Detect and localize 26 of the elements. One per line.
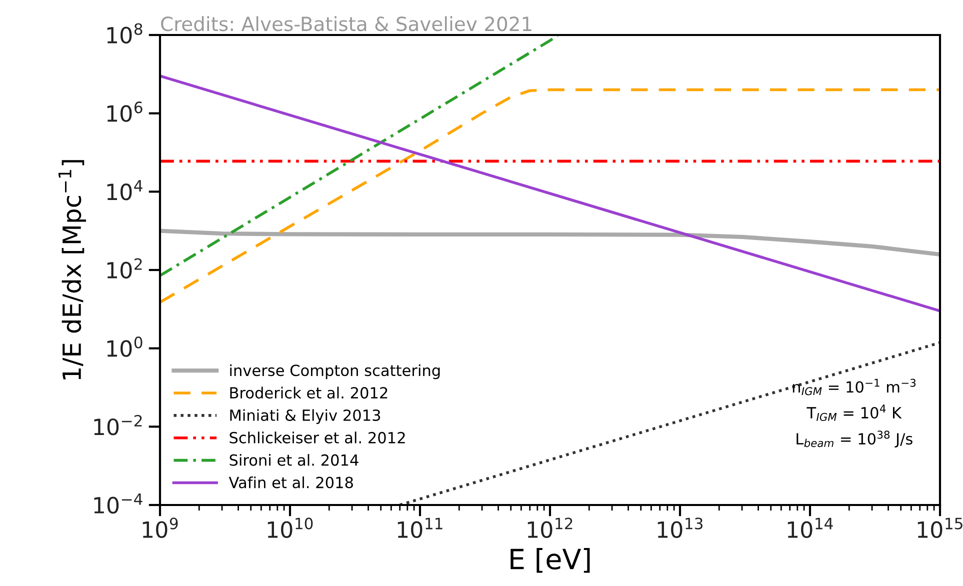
y-tick-label: 10$^{−4}$ (94, 493, 142, 514)
legend-label: Miniati & Elyiv 2013 (230, 409, 380, 424)
y-tick-label: 10$^{4}$ (107, 180, 142, 200)
annotation: T$_{IGM}$ = 10$^{4}$ K (806, 404, 902, 421)
x-tick-label: 10$^{11}$ (398, 518, 442, 538)
y-tick-label: 10$^{8}$ (107, 23, 142, 44)
y-tick-label: 10$^{0}$ (107, 336, 142, 357)
x-tick-label: 10$^{12}$ (528, 518, 572, 538)
legend-label: Broderick et al. 2012 (230, 386, 388, 399)
x-tick-label: 10$^{14}$ (788, 518, 833, 538)
x-tick-label: 10$^{9}$ (142, 518, 178, 538)
x-tick-label: 10$^{15}$ (918, 518, 962, 538)
legend-label: Schlickeiser et al. 2012 (230, 432, 405, 444)
y-tick-label: 10$^{−2}$ (94, 414, 142, 436)
annotation: L$_{beam}$ = 10$^{38}$ J/s (796, 430, 912, 448)
y-tick-label: 10$^{2}$ (107, 258, 142, 279)
y-tick-label: 10$^{6}$ (107, 102, 142, 122)
x-axis-title: E [eV] (510, 548, 590, 573)
x-tick-label: 10$^{10}$ (268, 518, 313, 538)
y-axis-title: 1/E dE/dx [Mpc$^{−1}$] (58, 160, 86, 380)
legend-label: Vafin et al. 2018 (228, 476, 353, 488)
legend-label: Sironi et al. 2014 (230, 454, 358, 466)
chart-title: Credits: Alves-Batista & Saveliev 2021 (161, 16, 532, 32)
annotation: n$_{IGM}$ = 10$^{−1}$ m$^{−3}$ (792, 378, 916, 396)
legend-label: inverse Compton scattering (230, 364, 440, 380)
x-tick-label: 10$^{13}$ (658, 518, 702, 538)
